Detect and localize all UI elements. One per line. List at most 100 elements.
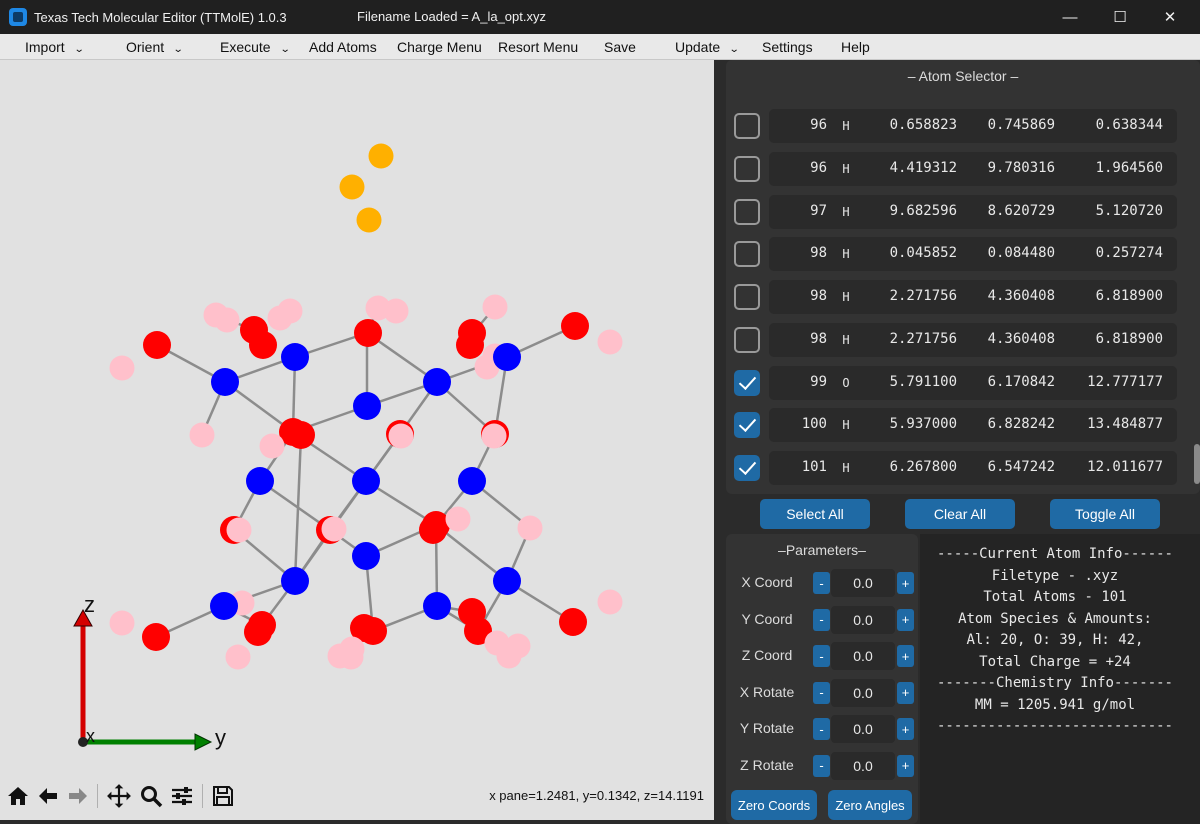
aluminum-atom[interactable]	[352, 542, 380, 570]
hydrogen-atom[interactable]	[259, 433, 285, 459]
zero-coords-button[interactable]: Zero Coords	[731, 790, 817, 820]
parameter-value-input[interactable]: 0.0	[831, 715, 895, 743]
atom-row[interactable]: 96 H 4.419312 9.780316 1.964560	[726, 151, 1186, 187]
atom-row[interactable]: 101 H 6.267800 6.547242 12.011677	[726, 450, 1186, 486]
oxygen-atom[interactable]	[354, 319, 382, 347]
zero-angles-button[interactable]: Zero Angles	[828, 790, 912, 820]
hydrogen-atom[interactable]	[321, 516, 347, 542]
atom-row[interactable]: 99 O 5.791100 6.170842 12.777177	[726, 365, 1186, 401]
hydrogen-atom[interactable]	[267, 305, 293, 331]
molecule-viewer[interactable]: z y x	[0, 60, 714, 774]
menu-help[interactable]: Help	[841, 39, 870, 55]
back-icon[interactable]	[34, 782, 62, 810]
decrement-button[interactable]: -	[813, 608, 830, 631]
menu-execute[interactable]: Execute ⌄	[220, 39, 290, 55]
hydrogen-atom[interactable]	[482, 294, 508, 320]
aluminum-atom[interactable]	[493, 567, 521, 595]
hydrogen-atom[interactable]	[445, 506, 471, 532]
aluminum-atom[interactable]	[423, 592, 451, 620]
atom-row[interactable]: 98 H 0.045852 0.084480 0.257274	[726, 236, 1186, 272]
clear-all-button[interactable]: Clear All	[905, 499, 1015, 529]
oxygen-atom[interactable]	[143, 331, 171, 359]
decrement-button[interactable]: -	[813, 645, 830, 667]
hydrogen-atom[interactable]	[505, 633, 531, 659]
gold-atom[interactable]	[356, 207, 382, 233]
aluminum-atom[interactable]	[210, 592, 238, 620]
decrement-button[interactable]: -	[813, 572, 830, 594]
menu-charge[interactable]: Charge Menu	[397, 39, 482, 55]
close-button[interactable]: ✕	[1146, 0, 1194, 34]
atom-checkbox[interactable]	[734, 198, 760, 225]
decrement-button[interactable]: -	[813, 718, 830, 740]
hydrogen-atom[interactable]	[109, 610, 135, 636]
oxygen-atom[interactable]	[249, 331, 277, 359]
forward-icon[interactable]	[64, 782, 92, 810]
aluminum-atom[interactable]	[281, 343, 309, 371]
increment-button[interactable]: +	[897, 681, 914, 704]
atom-checkbox[interactable]	[734, 241, 760, 268]
aluminum-atom[interactable]	[211, 368, 239, 396]
zoom-icon[interactable]	[137, 782, 165, 810]
hydrogen-atom[interactable]	[383, 298, 409, 324]
hydrogen-atom[interactable]	[225, 644, 251, 670]
oxygen-atom[interactable]	[142, 623, 170, 651]
hydrogen-atom[interactable]	[189, 422, 215, 448]
atom-row[interactable]: 100 H 5.937000 6.828242 13.484877	[726, 407, 1186, 443]
increment-button[interactable]: +	[897, 572, 914, 594]
hydrogen-atom[interactable]	[109, 355, 135, 381]
increment-button[interactable]: +	[897, 608, 914, 631]
aluminum-atom[interactable]	[246, 467, 274, 495]
hydrogen-atom[interactable]	[481, 423, 507, 449]
atom-row[interactable]: 98 H 2.271756 4.360408 6.818900	[726, 279, 1186, 315]
oxygen-atom[interactable]	[287, 421, 315, 449]
hydrogen-atom[interactable]	[517, 515, 543, 541]
aluminum-atom[interactable]	[493, 343, 521, 371]
oxygen-atom[interactable]	[559, 608, 587, 636]
atom-row[interactable]: 97 H 9.682596 8.620729 5.120720	[726, 194, 1186, 230]
menu-resort[interactable]: Resort Menu	[498, 39, 578, 55]
hydrogen-atom[interactable]	[339, 636, 365, 662]
menu-update[interactable]: Update ⌄	[675, 39, 740, 55]
home-icon[interactable]	[4, 782, 32, 810]
decrement-button[interactable]: -	[813, 754, 830, 777]
menu-orient[interactable]: Orient ⌄	[126, 39, 184, 55]
hydrogen-atom[interactable]	[597, 329, 623, 355]
aluminum-atom[interactable]	[352, 467, 380, 495]
aluminum-atom[interactable]	[353, 392, 381, 420]
parameter-value-input[interactable]: 0.0	[831, 642, 895, 670]
aluminum-atom[interactable]	[458, 467, 486, 495]
atom-checkbox[interactable]	[734, 369, 760, 396]
oxygen-atom[interactable]	[464, 617, 492, 645]
hydrogen-atom[interactable]	[388, 423, 414, 449]
hydrogen-atom[interactable]	[214, 307, 240, 333]
parameter-value-input[interactable]: 0.0	[831, 751, 895, 780]
molecule-canvas[interactable]: z y x	[0, 60, 714, 774]
increment-button[interactable]: +	[897, 754, 914, 777]
atom-checkbox[interactable]	[734, 412, 760, 439]
oxygen-atom[interactable]	[244, 618, 272, 646]
select-all-button[interactable]: Select All	[760, 499, 870, 529]
menu-import[interactable]: Import ⌄	[25, 39, 84, 55]
minimize-button[interactable]: —	[1046, 0, 1094, 34]
gold-atom[interactable]	[339, 174, 365, 200]
save-icon[interactable]	[209, 782, 237, 810]
atom-row[interactable]: 98 H 2.271756 4.360408 6.818900	[726, 322, 1186, 358]
atom-checkbox[interactable]	[734, 113, 760, 139]
oxygen-atom[interactable]	[359, 617, 387, 645]
hydrogen-atom[interactable]	[226, 517, 252, 543]
menu-save[interactable]: Save	[604, 39, 636, 55]
decrement-button[interactable]: -	[813, 681, 830, 704]
increment-button[interactable]: +	[897, 718, 914, 740]
atom-list-scrollbar[interactable]	[1194, 444, 1200, 484]
gold-atom[interactable]	[368, 143, 394, 169]
pan-icon[interactable]	[105, 782, 133, 810]
atom-checkbox[interactable]	[734, 155, 760, 182]
maximize-button[interactable]: ☐	[1096, 0, 1144, 34]
menu-add-atoms[interactable]: Add Atoms	[309, 39, 377, 55]
oxygen-atom[interactable]	[561, 312, 589, 340]
parameter-value-input[interactable]: 0.0	[831, 569, 895, 597]
oxygen-atom[interactable]	[419, 516, 447, 544]
atom-row[interactable]: 96 H 0.658823 0.745869 0.638344	[726, 108, 1186, 144]
increment-button[interactable]: +	[897, 645, 914, 667]
parameter-value-input[interactable]: 0.0	[831, 678, 895, 707]
